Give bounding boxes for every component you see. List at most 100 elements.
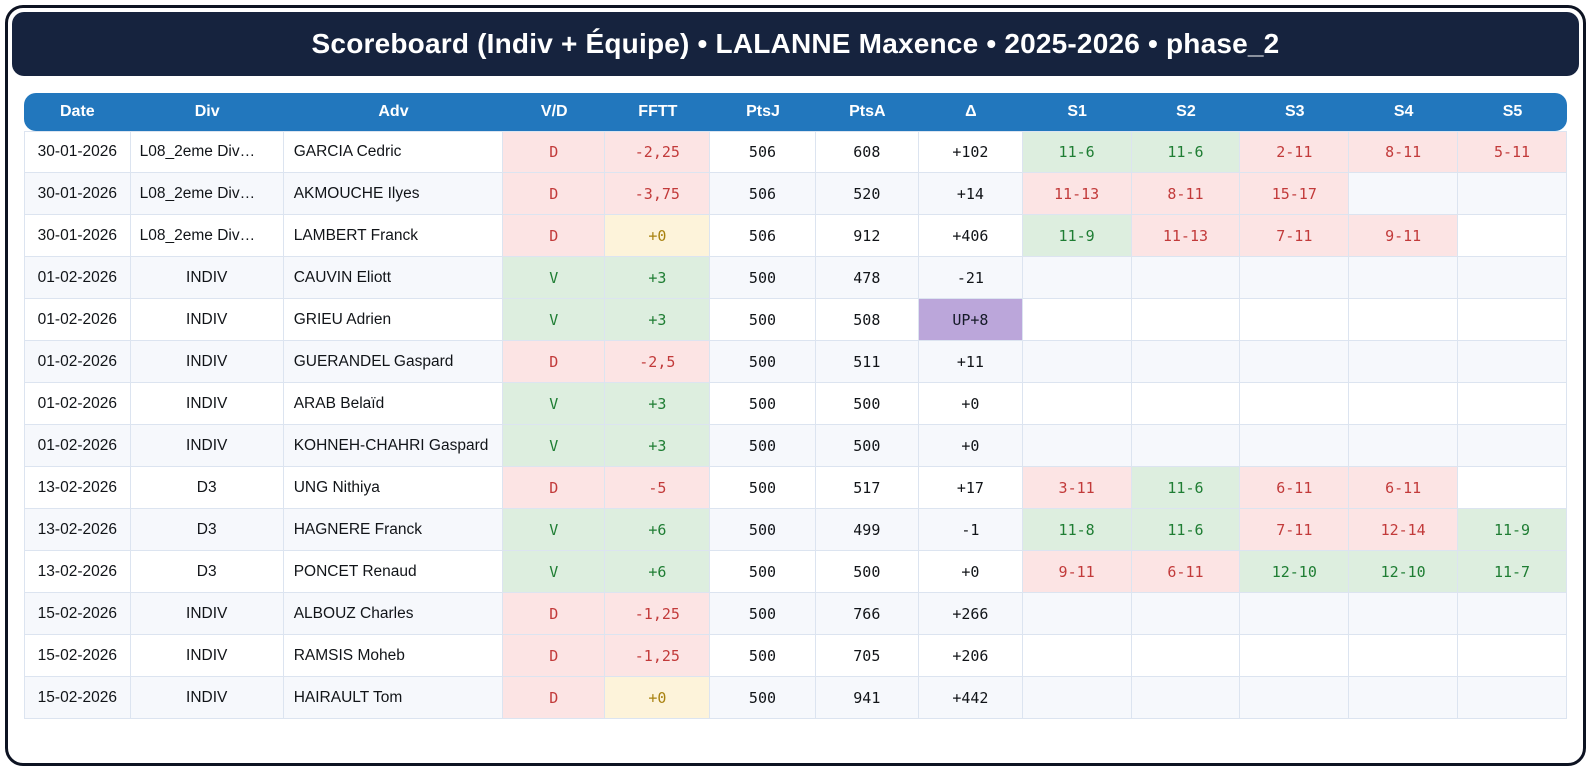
cell-set-5 [1458,593,1567,635]
cell-win-loss: V [503,257,606,299]
cell-division: L08_2eme Div… [130,131,284,173]
cell-points-adversary: 766 [815,593,920,635]
cell-delta: +0 [919,551,1023,593]
cell-delta: +11 [919,341,1023,383]
cell-win-loss: V [503,299,606,341]
column-header-date: Date [24,93,131,131]
cell-date: 01-02-2026 [24,257,131,299]
cell-set-2 [1131,299,1241,341]
cell-delta: +14 [919,173,1023,215]
cell-set-3 [1240,383,1350,425]
cell-set-3: 2-11 [1240,131,1350,173]
cell-win-loss: V [503,383,606,425]
cell-set-2 [1131,593,1241,635]
cell-points-player: 500 [710,467,816,509]
cell-set-1: 11-13 [1022,173,1132,215]
cell-date: 15-02-2026 [24,635,131,677]
cell-points-player: 500 [710,257,816,299]
cell-set-4: 9-11 [1349,215,1459,257]
cell-points-player: 500 [710,551,816,593]
cell-fftt-points: +0 [605,677,711,719]
cell-win-loss: D [503,635,606,677]
cell-set-3: 12-10 [1240,551,1350,593]
cell-set-2 [1131,257,1241,299]
cell-date: 30-01-2026 [24,173,131,215]
cell-delta: +442 [919,677,1023,719]
column-header-ptsj: PtsJ [710,93,816,131]
cell-points-adversary: 941 [815,677,920,719]
cell-set-4: 12-10 [1349,551,1459,593]
cell-date: 01-02-2026 [24,341,131,383]
table-row: 30-01-2026 L08_2eme Div… GARCIA Cedric D… [24,131,1567,173]
cell-points-adversary: 499 [815,509,920,551]
scoreboard-table: Date Div Adv V/D FFTT PtsJ PtsA Δ S1 S2 S3 S4 S5 30-… [24,93,1567,719]
cell-adversary: GUERANDEL Gaspard [283,341,504,383]
cell-division: D3 [130,509,284,551]
column-header-div: Div [130,93,284,131]
cell-date: 13-02-2026 [24,509,131,551]
cell-adversary: CAUVIN Eliott [283,257,504,299]
cell-set-3 [1240,341,1350,383]
cell-fftt-points: -1,25 [605,635,711,677]
column-header-ptsa: PtsA [815,93,920,131]
cell-set-2: 8-11 [1131,173,1241,215]
cell-set-4 [1349,593,1459,635]
cell-win-loss: D [503,677,606,719]
cell-date: 30-01-2026 [24,131,131,173]
cell-win-loss: D [503,341,606,383]
cell-division: INDIV [130,635,284,677]
cell-set-1 [1022,299,1132,341]
table-row: 15-02-2026 INDIV ALBOUZ Charles D -1,25 … [24,593,1567,635]
cell-delta: +0 [919,425,1023,467]
cell-set-1 [1022,425,1132,467]
cell-set-1: 11-8 [1022,509,1132,551]
cell-set-4: 12-14 [1349,509,1459,551]
column-header-s3: S3 [1240,93,1350,131]
cell-division: INDIV [130,383,284,425]
cell-set-4 [1349,677,1459,719]
cell-win-loss: D [503,593,606,635]
cell-delta: +102 [919,131,1023,173]
cell-fftt-points: +3 [605,383,711,425]
cell-win-loss: V [503,425,606,467]
cell-date: 15-02-2026 [24,593,131,635]
cell-adversary: LAMBERT Franck [283,215,504,257]
table-row: 01-02-2026 INDIV CAUVIN Eliott V +3 500 … [24,257,1567,299]
cell-set-2 [1131,425,1241,467]
cell-set-3: 15-17 [1240,173,1350,215]
page-title: Scoreboard (Indiv + Équipe) • LALANNE Ma… [311,28,1280,59]
cell-date: 15-02-2026 [24,677,131,719]
cell-adversary: KOHNEH-CHAHRI Gaspard [283,425,504,467]
cell-adversary: UNG Nithiya [283,467,504,509]
table-row: 13-02-2026 D3 PONCET Renaud V +6 500 500… [24,551,1567,593]
cell-set-2 [1131,677,1241,719]
column-header-adv: Adv [283,93,504,131]
cell-division: INDIV [130,677,284,719]
cell-set-1 [1022,677,1132,719]
cell-points-adversary: 705 [815,635,920,677]
cell-set-1 [1022,593,1132,635]
cell-fftt-points: +6 [605,509,711,551]
cell-points-adversary: 500 [815,425,920,467]
cell-set-1 [1022,341,1132,383]
cell-set-4 [1349,257,1459,299]
table-row: 13-02-2026 D3 UNG Nithiya D -5 500 517 +… [24,467,1567,509]
cell-set-5 [1458,257,1567,299]
cell-date: 01-02-2026 [24,299,131,341]
cell-win-loss: V [503,509,606,551]
cell-points-player: 506 [710,215,816,257]
cell-set-3 [1240,299,1350,341]
cell-delta: -1 [919,509,1023,551]
cell-set-2: 6-11 [1131,551,1241,593]
table-row: 01-02-2026 INDIV GUERANDEL Gaspard D -2,… [24,341,1567,383]
cell-set-4 [1349,425,1459,467]
scoreboard-table-container: Date Div Adv V/D FFTT PtsJ PtsA Δ S1 S2 S3 S4 S5 30-… [24,93,1567,719]
cell-points-player: 500 [710,593,816,635]
cell-set-2: 11-6 [1131,509,1241,551]
cell-set-5 [1458,677,1567,719]
cell-set-1 [1022,383,1132,425]
cell-fftt-points: -2,25 [605,131,711,173]
cell-delta: +0 [919,383,1023,425]
cell-points-adversary: 500 [815,383,920,425]
cell-win-loss: D [503,215,606,257]
